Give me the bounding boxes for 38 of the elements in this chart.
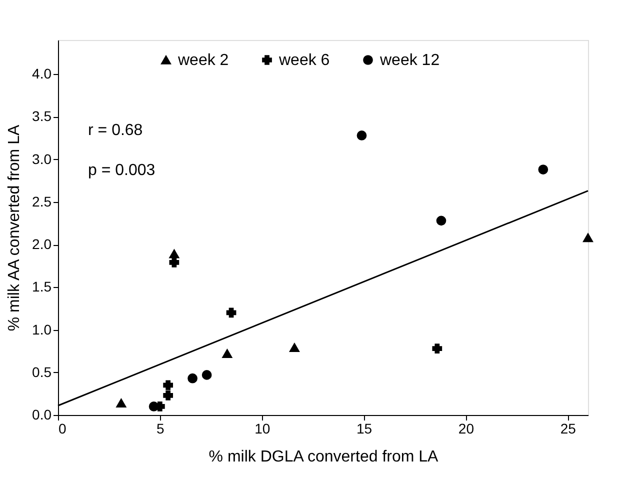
point bbox=[188, 373, 198, 384]
point bbox=[583, 233, 593, 242]
y-tick-label: 3.5 bbox=[32, 108, 52, 124]
x-tick-label: 25 bbox=[560, 420, 576, 436]
point bbox=[163, 390, 174, 400]
y-axis-title: % milk AA converted from LA bbox=[6, 124, 24, 332]
y-tick-label: 2.0 bbox=[32, 236, 52, 252]
point bbox=[163, 380, 174, 390]
point bbox=[148, 402, 159, 412]
legend-label: week 6 bbox=[278, 52, 330, 69]
point bbox=[356, 130, 367, 140]
x-tick-label: 5 bbox=[156, 420, 165, 436]
y-tick-label: 3.0 bbox=[32, 150, 52, 167]
x-tick-label: 20 bbox=[458, 420, 474, 436]
y-tick-label: 4.0 bbox=[32, 66, 52, 82]
y-tick-label: 2.5 bbox=[32, 193, 52, 210]
y-tick-label: 1.5 bbox=[32, 278, 52, 295]
point bbox=[290, 343, 300, 352]
y-tick-label: 0.0 bbox=[32, 406, 52, 422]
x-axis-title: % milk DGLA converted from LA bbox=[208, 448, 439, 466]
point bbox=[432, 344, 442, 354]
annotation: r = 0.68 bbox=[88, 122, 143, 139]
point bbox=[169, 250, 180, 258]
legend-label: week 12 bbox=[379, 52, 440, 69]
point bbox=[222, 349, 232, 358]
legend-label: week 2 bbox=[177, 52, 229, 69]
x-tick-label: 0 bbox=[58, 420, 66, 436]
y-tick-label: 1.0 bbox=[32, 321, 52, 338]
point bbox=[226, 308, 236, 318]
point bbox=[116, 398, 126, 408]
y-tick-label: 0.5 bbox=[32, 364, 52, 380]
annotation: p = 0.003 bbox=[88, 162, 156, 179]
point bbox=[202, 370, 212, 380]
point bbox=[436, 216, 446, 226]
x-tick-label: 15 bbox=[356, 420, 372, 436]
point bbox=[538, 164, 548, 174]
x-tick-label: 10 bbox=[254, 420, 270, 436]
point bbox=[169, 258, 180, 268]
